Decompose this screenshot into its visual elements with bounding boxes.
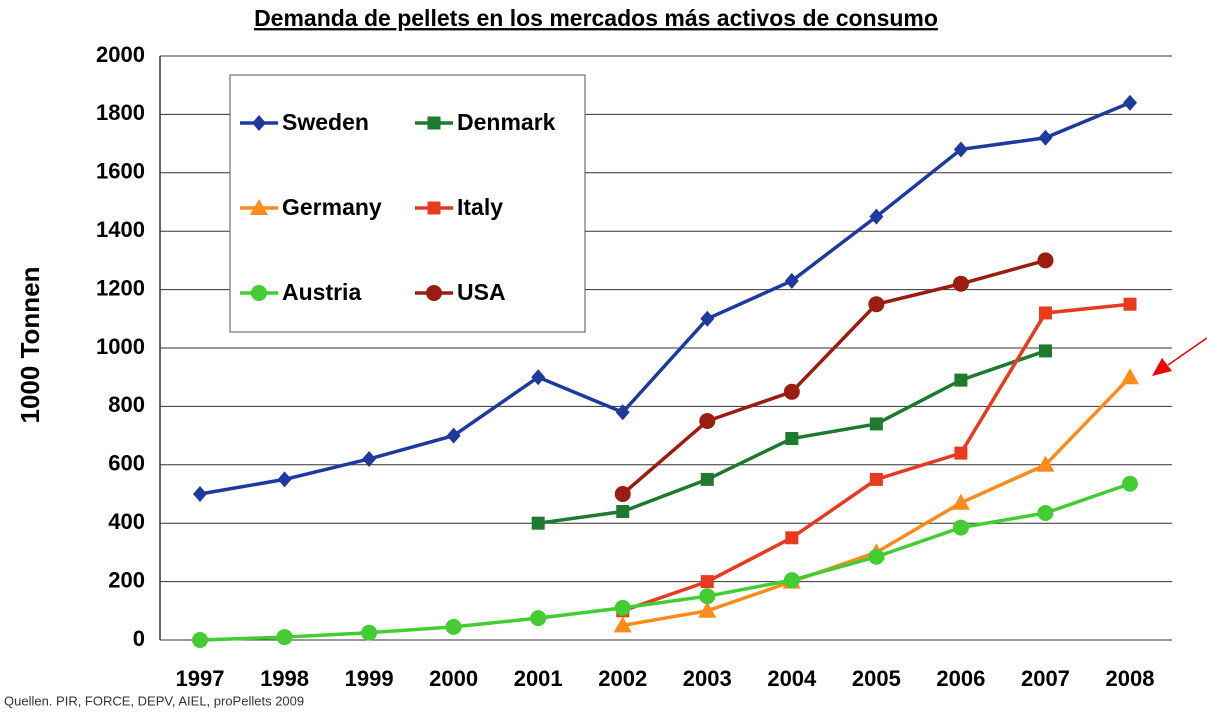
x-tick-label: 1998 xyxy=(260,666,309,691)
marker xyxy=(869,208,884,225)
series-line xyxy=(199,101,1131,496)
marker xyxy=(953,141,968,158)
x-tick-label: 2005 xyxy=(852,666,901,691)
y-tick-label: 0 xyxy=(133,626,145,651)
marker xyxy=(785,531,799,545)
x-tick-label: 1999 xyxy=(345,666,394,691)
marker xyxy=(531,516,545,530)
series-line xyxy=(621,258,1046,496)
x-tick-label: 2008 xyxy=(1106,666,1155,691)
marker xyxy=(869,472,883,486)
y-axis-label: 1000 Tonnen xyxy=(15,266,45,423)
marker xyxy=(783,572,800,589)
x-tick-label: 2007 xyxy=(1021,666,1070,691)
marker xyxy=(869,417,883,431)
marker xyxy=(1038,306,1052,320)
y-tick-label: 1600 xyxy=(96,159,145,184)
marker xyxy=(699,413,716,429)
legend-label: Italy xyxy=(457,194,503,220)
marker xyxy=(700,310,715,327)
marker xyxy=(783,383,800,400)
marker xyxy=(250,199,268,215)
legend-label: Denmark xyxy=(457,109,556,135)
legend-box xyxy=(229,74,586,333)
marker xyxy=(1123,94,1137,111)
marker xyxy=(952,519,969,536)
marker xyxy=(952,275,969,292)
marker xyxy=(615,404,630,421)
y-tick-label: 1800 xyxy=(96,100,145,125)
marker xyxy=(445,618,462,635)
marker xyxy=(700,575,714,589)
y-tick-label: 2000 xyxy=(96,42,145,67)
marker xyxy=(427,116,441,130)
marker xyxy=(276,629,293,646)
marker xyxy=(361,624,378,641)
chart-title: Demanda de pellets en los mercados más a… xyxy=(254,5,938,31)
marker xyxy=(614,599,631,616)
marker xyxy=(1037,504,1054,521)
legend: Sweden Denmark Germany Italy Austria USA xyxy=(229,74,586,333)
marker xyxy=(1037,252,1054,269)
marker xyxy=(530,610,547,627)
y-tick-label: 1400 xyxy=(96,217,145,242)
marker xyxy=(868,296,885,313)
x-tick-label: 1997 xyxy=(176,666,225,691)
marker xyxy=(427,201,441,215)
legend-label: Austria xyxy=(282,279,361,305)
y-tick-label: 200 xyxy=(108,567,145,592)
y-tick-label: 600 xyxy=(108,451,145,476)
marker xyxy=(1036,455,1055,472)
marker xyxy=(951,493,970,510)
annotation-arrow xyxy=(1152,337,1207,376)
marker xyxy=(446,427,461,444)
marker xyxy=(277,471,292,488)
y-tick-label: 1200 xyxy=(96,275,145,300)
x-tick-label: 2000 xyxy=(429,666,478,691)
y-tick-label: 1000 xyxy=(96,334,145,359)
marker xyxy=(700,472,714,486)
marker xyxy=(698,601,717,618)
series-line xyxy=(199,482,1131,642)
series-line xyxy=(622,375,1132,628)
y-tick-label: 400 xyxy=(108,509,145,534)
marker xyxy=(362,450,377,467)
marker xyxy=(614,486,631,502)
marker xyxy=(251,285,267,301)
marker xyxy=(531,369,546,386)
marker xyxy=(192,632,208,648)
x-tick-label: 2006 xyxy=(936,666,985,691)
marker xyxy=(1122,475,1138,492)
x-tick-label: 2002 xyxy=(598,666,647,691)
marker xyxy=(1038,344,1052,358)
x-tick-label: 2003 xyxy=(683,666,732,691)
marker xyxy=(252,115,266,131)
x-tick-label: 2004 xyxy=(767,666,817,691)
marker xyxy=(1123,297,1137,311)
marker xyxy=(954,446,968,460)
marker xyxy=(868,548,885,565)
marker xyxy=(954,373,968,387)
legend-label: Sweden xyxy=(282,109,369,135)
marker xyxy=(785,432,799,446)
marker xyxy=(613,616,632,633)
marker xyxy=(193,486,207,502)
source-note: Quellen. PIR, FORCE, DEPV, AIEL, proPell… xyxy=(4,693,304,708)
marker xyxy=(616,505,630,519)
y-tick-label: 800 xyxy=(108,392,145,417)
marker xyxy=(426,285,442,301)
marker xyxy=(1121,368,1139,385)
x-tick-label: 2001 xyxy=(514,666,563,691)
marker xyxy=(699,588,716,605)
marker xyxy=(1038,129,1053,146)
legend-label: USA xyxy=(457,279,506,305)
legend-label: Germany xyxy=(282,194,382,220)
marker xyxy=(784,272,799,289)
